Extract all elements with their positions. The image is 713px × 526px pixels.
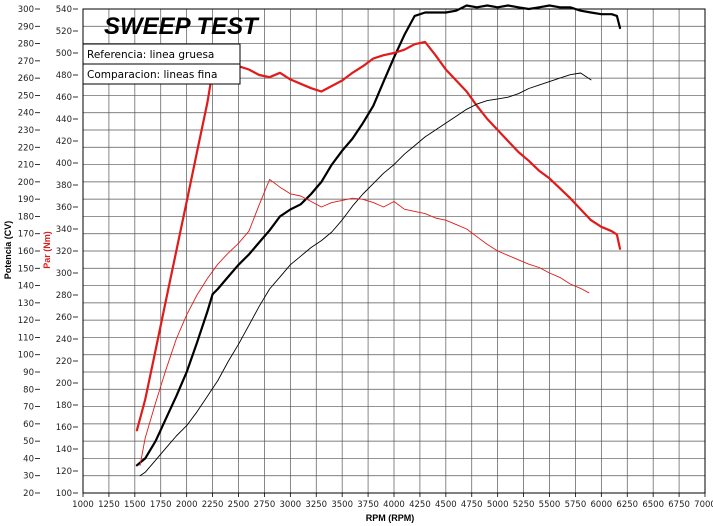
grid-lines	[82, 8, 706, 494]
x-tick-label: 3250	[305, 500, 327, 510]
y-left-tick-label: 140	[18, 282, 34, 292]
legend: Referencia: linea gruesa Comparacion: li…	[82, 43, 241, 85]
y-right-tick-label: 240	[56, 335, 72, 345]
y-right-tick-label: 440	[56, 115, 72, 125]
x-tick-label: 2000	[176, 500, 198, 510]
x-tick-label: 4250	[409, 500, 431, 510]
y-left-tick-label: 50	[23, 437, 34, 447]
x-tick-label: 4750	[461, 500, 483, 510]
y-left-tick-label: 100	[18, 351, 34, 361]
y-left-tick-label: 120	[18, 316, 34, 326]
y-axis-title-right: Par (Nm)	[42, 231, 52, 269]
x-tick-label: 1750	[150, 500, 172, 510]
x-tick-label: 6750	[668, 500, 690, 510]
y-left-tick-label: 300	[18, 5, 34, 15]
x-tick-label: 2750	[254, 500, 276, 510]
x-tick-label: 5250	[513, 500, 535, 510]
legend-entry-comparison: Comparacion: lineas fina	[87, 69, 217, 81]
y-right-tick-label: 460	[56, 93, 72, 103]
y-left-tick-label: 250	[18, 91, 34, 101]
y-left-tick-label: 270	[18, 57, 34, 67]
y-left-tick-label: 20	[23, 489, 34, 499]
y-axis-title-left: Potencia (CV)	[3, 221, 13, 280]
y-left-tick-label: 180	[18, 212, 34, 222]
potencia-thick-line	[135, 4, 622, 467]
x-tick-label: 2250	[202, 500, 224, 510]
y-left-tick-label: 150	[18, 264, 34, 274]
x-tick-label: 5750	[565, 500, 587, 510]
y-right-tick-label: 120	[56, 467, 72, 477]
y-left-tick-label: 40	[23, 454, 34, 464]
y-left-tick-label: 190	[18, 195, 34, 205]
y-right-tick-label: 420	[56, 137, 72, 147]
y-right-tick-label: 260	[56, 313, 72, 323]
y-left-tick-label: 290	[18, 22, 34, 32]
y-left-tick-label: 280	[18, 40, 34, 50]
x-tick-label: 1250	[98, 500, 120, 510]
y-right-tick-label: 160	[56, 423, 72, 433]
y-left-tick-label: 160	[18, 247, 34, 257]
x-tick-label: 6250	[616, 500, 638, 510]
y-left-tick-label: 170	[18, 230, 34, 240]
x-tick-label: 5000	[487, 500, 509, 510]
y-left-tick-label: 230	[18, 126, 34, 136]
y-right-tick-label: 540	[56, 5, 72, 15]
y-right-tick-label: 320	[56, 247, 72, 257]
y-left-tick-label: 30	[23, 472, 34, 482]
x-tick-label: 5500	[539, 500, 561, 510]
y-left-tick-label: 90	[23, 368, 34, 378]
x-tick-label: 3750	[357, 500, 379, 510]
axis-ticks: 1000 1250 1500 1750 2000 2250 2500 2750 3000 3250…	[18, 5, 713, 510]
y-right-tick-label: 220	[56, 357, 72, 367]
y-right-tick-label: 280	[56, 291, 72, 301]
x-axis-title: RPM (RPM)	[366, 513, 415, 523]
y-right-tick-label: 140	[56, 445, 72, 455]
y-right-tick-label: 480	[56, 71, 72, 81]
legend-entry-reference: Referencia: linea gruesa	[87, 49, 214, 61]
potencia-thin-line	[139, 72, 592, 477]
x-tick-label: 1500	[124, 500, 146, 510]
y-right-tick-label: 340	[56, 225, 72, 235]
x-tick-label: 3500	[331, 500, 353, 510]
y-right-tick-label: 100	[56, 489, 72, 499]
y-right-tick-label: 500	[56, 49, 72, 59]
y-left-tick-label: 240	[18, 109, 34, 119]
y-right-tick-label: 520	[56, 27, 72, 37]
y-left-tick-label: 260	[18, 74, 34, 84]
y-right-tick-label: 400	[56, 159, 72, 169]
y-left-tick-label: 80	[23, 385, 34, 395]
y-right-tick-label: 200	[56, 379, 72, 389]
y-left-tick-label: 70	[23, 403, 34, 413]
y-left-tick-label: 110	[18, 333, 34, 343]
y-left-tick-label: 210	[18, 161, 34, 171]
x-tick-label: 6500	[642, 500, 664, 510]
y-right-tick-label: 360	[56, 203, 72, 213]
x-tick-label: 4000	[383, 500, 405, 510]
x-tick-label: 4500	[435, 500, 457, 510]
y-left-tick-label: 200	[18, 178, 34, 188]
y-right-tick-label: 180	[56, 401, 72, 411]
y-right-tick-label: 380	[56, 181, 72, 191]
chart-title: SWEEP TEST	[104, 13, 260, 40]
y-right-tick-label: 300	[56, 269, 72, 279]
x-tick-label: 3000	[280, 500, 302, 510]
x-tick-label: 2500	[228, 500, 250, 510]
par-thin-line	[139, 179, 590, 466]
x-tick-label: 1000	[72, 500, 94, 510]
x-tick-label: 6000	[591, 500, 613, 510]
y-left-tick-label: 130	[18, 299, 34, 309]
y-left-tick-label: 220	[18, 143, 34, 153]
y-left-tick-label: 60	[23, 420, 34, 430]
x-tick-label: 7000	[694, 500, 713, 510]
